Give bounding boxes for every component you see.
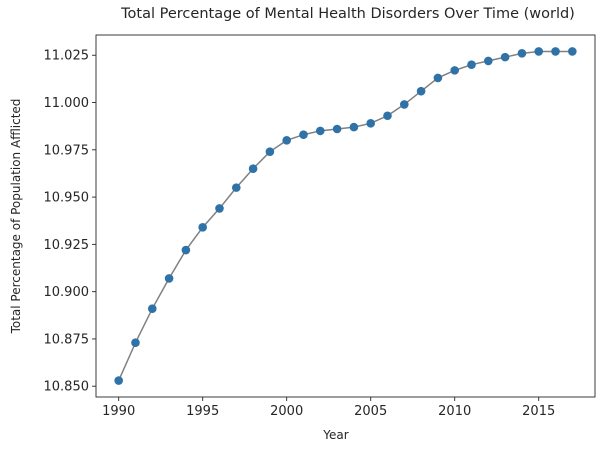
y-tick-label: 11.000 (44, 96, 90, 111)
y-axis: 10.850 10.875 10.900 10.925 10.950 10.975 11.0… (44, 49, 96, 395)
x-axis: 1990 1995 2000 2005 2010 2015 (102, 397, 555, 419)
y-tick-label: 10.950 (44, 191, 90, 206)
x-tick-label: 2015 (522, 404, 555, 419)
data-point (467, 60, 476, 69)
y-tick-label: 11.025 (44, 49, 90, 64)
data-point (282, 136, 291, 145)
data-point (551, 47, 560, 56)
data-point (568, 47, 577, 56)
y-tick-label: 10.850 (44, 380, 90, 395)
data-point (181, 245, 191, 255)
data-point (231, 183, 241, 192)
x-axis-label: Year (322, 428, 348, 442)
x-tick-label: 1995 (186, 404, 219, 419)
series-line (117, 50, 573, 381)
data-point (433, 73, 443, 83)
y-tick-label: 10.900 (44, 285, 90, 300)
data-point (534, 47, 544, 56)
data-point (383, 111, 392, 121)
data-point (400, 100, 409, 109)
x-tick-label: 2010 (438, 404, 471, 419)
data-point (248, 164, 258, 174)
data-point (299, 130, 308, 139)
data-point (332, 124, 342, 134)
y-tick-label: 10.925 (44, 238, 90, 253)
y-axis-label: Total Percentage of Population Afflicted (9, 99, 23, 335)
x-tick-label: 1990 (102, 404, 135, 419)
data-point (164, 274, 174, 283)
data-point (517, 49, 527, 58)
data-point (366, 119, 376, 128)
data-point (416, 86, 426, 96)
data-point (349, 122, 359, 132)
data-point (315, 126, 325, 136)
data-point (131, 338, 140, 348)
data-point (484, 56, 493, 66)
x-tick-label: 2005 (354, 404, 387, 419)
plot-area (95, 34, 596, 398)
chart-title: Total Percentage of Mental Health Disord… (120, 6, 575, 22)
y-tick-label: 10.875 (44, 332, 90, 347)
data-point (147, 304, 157, 313)
y-tick-label: 10.975 (44, 143, 90, 158)
data-point (265, 147, 275, 156)
data-point (114, 376, 123, 385)
x-tick-label: 2000 (270, 404, 303, 419)
data-point (198, 223, 207, 232)
series-layer (114, 47, 577, 385)
data-point (215, 204, 224, 213)
data-point (450, 66, 460, 75)
data-point (500, 52, 510, 62)
